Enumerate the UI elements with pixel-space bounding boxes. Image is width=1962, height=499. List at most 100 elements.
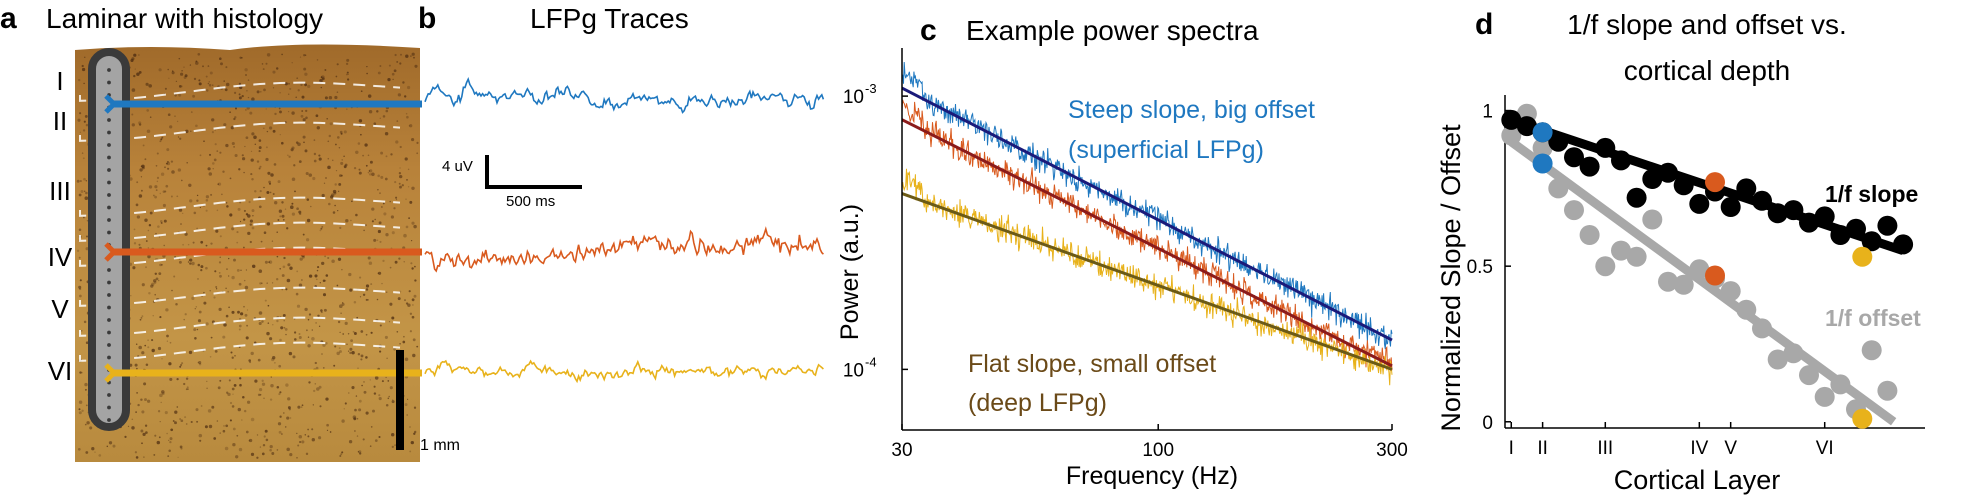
- point-offset: [1814, 386, 1835, 407]
- histology-cell: [385, 155, 388, 158]
- histology-cell: [144, 424, 148, 427]
- histology-cell: [341, 302, 345, 306]
- panel-c: c Example power spectra 30 100 30010-310-4…: [836, 14, 1408, 490]
- histology-cell: [252, 215, 254, 217]
- histology-cell: [77, 118, 81, 122]
- histology-cell: [162, 190, 166, 193]
- histology-cell: [258, 167, 261, 170]
- histology-cell: [380, 151, 384, 155]
- histology-cell: [298, 336, 302, 339]
- histology-cell: [169, 377, 173, 381]
- point-offset: [1548, 178, 1569, 199]
- histology-cell: [300, 406, 303, 408]
- histology-cell: [169, 341, 172, 344]
- histology-cell: [279, 92, 281, 94]
- histology-cell: [331, 193, 335, 197]
- histology-cell: [133, 228, 136, 231]
- histology-cell: [216, 209, 219, 212]
- histology-cell: [206, 380, 208, 383]
- histology-cell: [364, 143, 368, 147]
- histology-cell: [76, 249, 80, 252]
- histology-cell: [257, 358, 261, 362]
- histology-cell: [186, 162, 188, 164]
- histology-cell: [318, 157, 322, 161]
- histology-cell: [339, 331, 341, 334]
- histology-cell: [351, 200, 353, 203]
- panel-c-title: Example power spectra: [966, 15, 1259, 46]
- histology-cell: [378, 435, 381, 439]
- highlight-superficial: [1532, 122, 1553, 143]
- histology-cell: [326, 423, 329, 427]
- histology-cell: [354, 408, 357, 412]
- histology-cell: [78, 287, 82, 291]
- histology-cell: [225, 287, 227, 290]
- histology-cell: [159, 316, 162, 319]
- histology-cell: [172, 420, 175, 422]
- histology-cell: [196, 194, 199, 197]
- histology-cell: [155, 232, 157, 235]
- histology-cell: [268, 182, 272, 185]
- histology-cell: [91, 447, 95, 451]
- histology-cell: [377, 174, 381, 178]
- histology-cell: [144, 398, 147, 402]
- histology-cell: [238, 447, 243, 452]
- histology-cell: [139, 318, 142, 321]
- histology-cell: [305, 238, 310, 242]
- point-offset: [1626, 246, 1647, 267]
- histology-cell: [147, 229, 150, 232]
- histology-cell: [205, 244, 208, 247]
- histology-cell: [205, 199, 209, 202]
- histology-cell: [241, 154, 244, 157]
- histology-cell: [339, 130, 343, 134]
- histology-cell: [237, 207, 241, 211]
- histology-cell: [213, 158, 217, 162]
- histology-cell: [320, 76, 323, 79]
- panel-d-xtick-label: II: [1537, 438, 1548, 459]
- histology-cell: [281, 201, 284, 204]
- histology-cell: [276, 231, 278, 233]
- histology-cell: [154, 272, 157, 275]
- histology-cell: [178, 85, 182, 88]
- histology-cell: [79, 371, 82, 374]
- histology-cell: [297, 405, 301, 409]
- panel-a-title: Laminar with histology: [46, 3, 323, 34]
- histology-cell: [321, 353, 323, 355]
- histology-cell: [157, 410, 161, 413]
- histology-cell: [238, 93, 241, 96]
- histology-cell: [271, 282, 274, 284]
- histology-cell: [319, 282, 321, 284]
- histology-cell: [219, 432, 221, 434]
- histology-cell: [318, 154, 321, 157]
- histology-cell: [294, 190, 296, 193]
- histology-cell: [324, 96, 328, 100]
- histology-cell: [366, 72, 368, 75]
- histology-cell: [329, 122, 333, 126]
- histology-cell: [304, 83, 308, 87]
- histology-cell: [297, 444, 300, 447]
- histology-cell: [411, 267, 414, 270]
- histology-cell: [161, 358, 163, 360]
- histology-cell: [286, 278, 291, 283]
- histology-cell: [108, 441, 113, 445]
- histology-cell: [263, 397, 265, 399]
- histology-cell: [284, 82, 288, 86]
- histology-cell: [251, 97, 255, 101]
- histology-cell: [258, 311, 263, 315]
- histology-cell: [374, 439, 378, 442]
- point-slope: [1877, 215, 1898, 236]
- histology-cell: [379, 240, 382, 243]
- fit-line-superficial: [901, 86, 1393, 342]
- histology-cell: [176, 406, 179, 408]
- histology-cell: [279, 391, 282, 394]
- histology-cell: [411, 186, 415, 191]
- histology-cell: [332, 189, 337, 194]
- histology-cell: [328, 95, 333, 100]
- lfp-trace-middle: [424, 226, 824, 273]
- histology-cell: [313, 152, 317, 156]
- histology-cell: [203, 291, 205, 294]
- histology-cell: [207, 82, 210, 85]
- histology-cell: [238, 96, 242, 100]
- histology-cell: [373, 122, 377, 126]
- histology-cell: [166, 148, 170, 152]
- point-slope: [1720, 197, 1741, 217]
